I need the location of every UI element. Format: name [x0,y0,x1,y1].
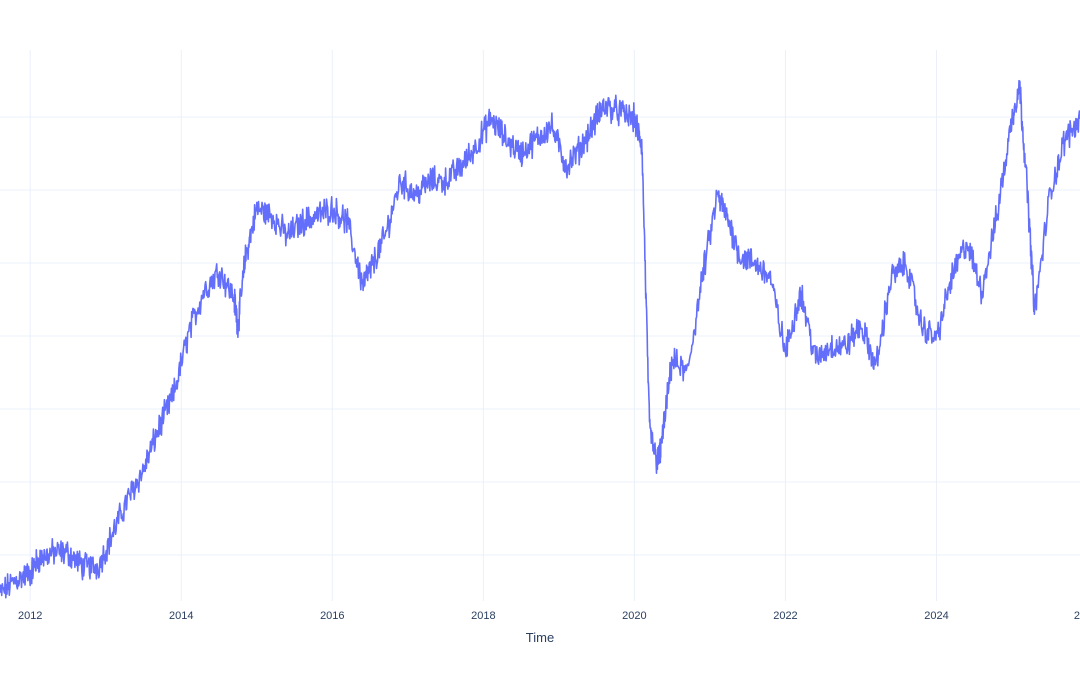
x-axis-title: Time [526,630,554,645]
x-tick-label: 2022 [773,610,797,622]
y-gridlines [0,116,1080,556]
x-tick-label: 2024 [924,610,948,622]
x-tick-label: 2014 [169,610,193,622]
x-gridlines [29,50,938,601]
plot-background [0,50,1080,601]
x-tick-label: 2012 [18,610,42,622]
x-axis-tick-labels: 2012 2014 2016 2018 2020 2022 2024 2 [18,610,1080,622]
x-tick-label: 2020 [622,610,646,622]
series-line [0,79,1080,599]
x-tick-label: 2016 [320,610,344,622]
x-tick-label: 2 [1074,610,1080,622]
series-layer [0,79,1080,599]
x-tick-label: 2018 [471,610,495,622]
